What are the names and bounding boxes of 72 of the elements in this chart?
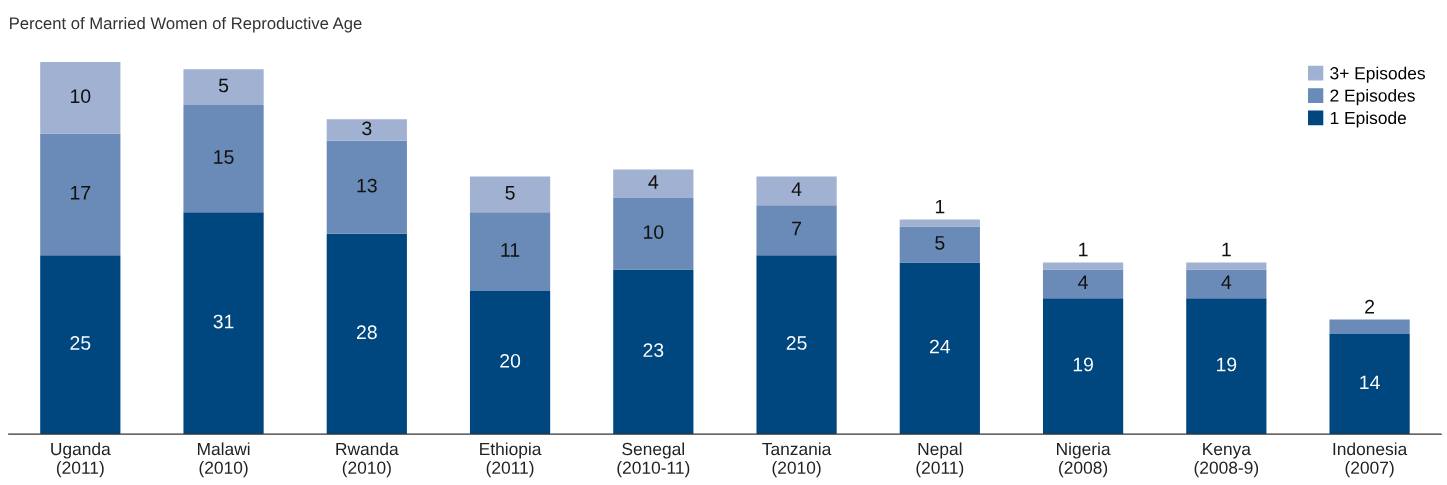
data-label: 4 [791,182,802,196]
data-label: 1 [1079,242,1088,257]
x-tick-label: Ethiopia (2011) [480,442,542,478]
bar [469,291,551,435]
data-label: 11 [501,243,520,257]
data-label: 25 [70,336,91,350]
legend-label: 3+ Episodes [1330,66,1425,83]
data-label: 4 [1221,275,1232,289]
bar [613,198,694,270]
x-tick-label: Rwanda (2010) [336,442,399,478]
bar [1042,298,1124,435]
data-label: 1 [935,199,945,214]
bar [756,205,837,256]
data-label: 10 [643,225,664,239]
data-label: 23 [643,343,664,358]
bar [756,176,837,206]
data-label: 14 [1360,375,1380,390]
bar [183,69,264,106]
data-label: 5 [505,186,515,200]
bar [326,233,407,435]
x-tick-label: Uganda (2011) [51,442,111,478]
x-tick-label: Tanzania (2010) [762,442,832,478]
data-label: 2 [1365,299,1375,314]
bar [1042,269,1124,299]
data-label: 7 [792,221,801,236]
data-label: 13 [357,178,377,193]
bar [899,262,980,435]
bar [326,140,407,234]
bar [326,119,407,141]
bar [1329,333,1410,435]
data-label: 28 [356,325,377,340]
bar [40,62,121,134]
bar [40,255,121,435]
bar [1186,262,1267,270]
x-tick-label: Kenya (2008-9) [1194,443,1259,478]
legend-label: 1 Episode [1330,111,1406,128]
bar [1186,298,1267,435]
data-label: 1 [1222,242,1231,257]
data-label: 4 [1078,275,1088,289]
bar [613,269,694,435]
bar [899,219,980,227]
bar [1186,269,1267,299]
legend-label: 2 Episodes [1330,88,1415,106]
bar [1042,262,1124,270]
x-tick-label: Senegal (2010-11) [617,442,690,478]
data-label: 5 [218,78,229,93]
bar [1329,319,1410,334]
x-tick-label: Indonesia (2007) [1333,442,1408,478]
data-label: 25 [786,336,807,350]
data-label: 15 [214,150,234,164]
data-label: 31 [213,314,234,329]
chart-title: Percent of Married Women of Reproductive Age [10,16,362,33]
bar [469,176,551,213]
data-label: 20 [500,353,521,368]
bar [183,212,264,435]
bar [756,255,837,435]
data-label: 4 [648,175,659,189]
data-label: 17 [70,186,91,200]
x-tick-label: Malawi (2010) [197,442,250,478]
bar [183,105,264,213]
data-label: 5 [935,236,945,250]
bar [613,169,694,198]
data-label: 24 [929,339,951,354]
x-tick-label: Nepal (2011) [916,442,964,478]
data-label: 19 [1217,357,1237,372]
data-label: 10 [70,89,91,104]
bar [469,212,551,291]
bar [899,226,980,263]
bar [40,133,121,256]
data-label: 19 [1073,357,1093,372]
data-label: 3 [362,121,372,136]
x-tick-label: Nigeria (2008) [1057,442,1111,478]
